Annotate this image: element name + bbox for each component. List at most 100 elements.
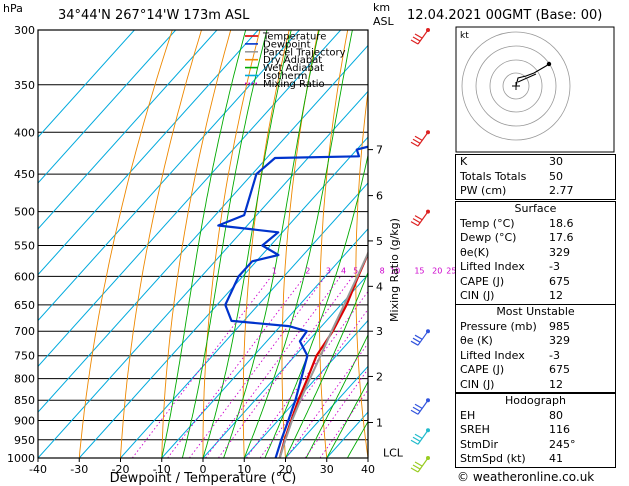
hodograph-table-title: Hodograph	[505, 394, 566, 407]
isotherm-line	[38, 30, 218, 230]
hodograph-trace	[515, 63, 550, 87]
hodograph-ring	[461, 31, 571, 141]
mixing-ratio-label: 2	[305, 266, 310, 275]
wind-barb-shaft	[417, 429, 429, 445]
x-axis-label: Dewpoint / Temperature (°C)	[110, 471, 297, 486]
mu-row: CAPE (J) 675	[460, 363, 570, 376]
isotherm-line	[243, 319, 368, 458]
mixing-ratio-label: 1	[272, 266, 277, 275]
km-tick-label: 3	[376, 325, 383, 338]
isotherm-line	[38, 30, 300, 322]
pressure-tick-label: 650	[14, 299, 35, 312]
wind-barb-flag	[414, 215, 423, 221]
wet-adiabat-line	[223, 30, 320, 458]
mixing-ratio-label: 20	[432, 266, 442, 275]
y-axis-label: Mixing Ratio (g/kg)	[388, 218, 401, 322]
wind-barb-flag	[412, 436, 421, 442]
isotherm-line	[285, 365, 368, 458]
temperature-tick-label: 30	[320, 463, 334, 476]
surface-row: Temp (°C) 18.6	[460, 216, 574, 230]
index-row-k: K 30	[460, 155, 563, 168]
plot-frame	[37, 29, 369, 459]
wet-adiabat-line	[181, 30, 268, 458]
mu-row: θe (K) 329	[460, 334, 570, 347]
hodograph: kt	[455, 26, 615, 153]
pressure-tick-label: 450	[14, 168, 35, 181]
index-row-totals: Totals Totals 50	[460, 169, 563, 183]
mixing-ratio-label: 10	[390, 266, 400, 275]
dry-adiabat-line	[78, 30, 173, 458]
wet-adiabat-line	[243, 30, 353, 458]
mixing-ratio-label: 15	[414, 266, 424, 275]
hodograph-ring	[489, 59, 543, 113]
wind-barb-flag	[412, 337, 421, 343]
surface-row: CIN (J) 12	[460, 289, 563, 302]
wind-barb-flag	[410, 221, 419, 227]
wet-adiabat-line	[202, 30, 292, 458]
pressure-tick-label: 850	[14, 394, 35, 407]
dry-adiabat-line	[161, 30, 232, 458]
dry-adiabat-line	[355, 87, 368, 458]
wind-barb-flag	[412, 218, 421, 224]
pressure-tick-label: 300	[14, 24, 35, 37]
temperature-tick-label: 20	[279, 463, 293, 476]
isotherm-line	[38, 30, 259, 276]
surface-row: CAPE (J) 675	[460, 274, 570, 288]
pressure-tick-label: 550	[14, 239, 35, 252]
pressure-tick-label: 900	[14, 415, 35, 428]
mu-row: Lifted Index -3	[460, 348, 560, 362]
surface-title: Surface	[514, 202, 557, 215]
wind-barb-shaft	[417, 399, 429, 415]
wind-barb-flag	[414, 461, 423, 467]
km-tick-label: 7	[376, 144, 383, 157]
mixing-ratio-label: 8	[380, 266, 385, 275]
wind-barb-flag	[414, 135, 423, 141]
temperature-tick-label: -10	[153, 463, 171, 476]
surface-table: Surface Temp (°C) 18.6 Dewp (°C) 17.6 θe(K…	[455, 201, 616, 305]
wind-barb-flag	[410, 467, 419, 473]
mu-row: Pressure (mb) 985	[460, 319, 570, 333]
hodo-row: EH 80	[460, 408, 563, 422]
legend-entry: Mixing Ratio	[263, 79, 325, 90]
mixing-ratio-line	[167, 276, 306, 458]
background-lines	[38, 30, 368, 458]
hodograph-ring	[475, 45, 557, 127]
temperature-tick-label: 10	[237, 463, 251, 476]
isotherm-line	[38, 30, 177, 184]
pressure-tick-label: 350	[14, 79, 35, 92]
isotherm-line	[161, 228, 368, 458]
index-row-pw: PW (cm) 2.77	[460, 184, 574, 197]
wind-barb-shaft	[417, 330, 429, 346]
wind-barb-flag	[412, 138, 421, 144]
wind-barb-flag	[412, 36, 421, 42]
wind-barb-flag	[412, 464, 421, 470]
hodograph-table: Hodograph EH 80 SREH 116 StmDir 245° StmSpd…	[455, 393, 616, 468]
wind-barb-flag	[410, 439, 419, 445]
mu-row: CIN (J) 12	[460, 377, 563, 391]
surface-row: Dewp (°C) 17.6	[460, 231, 574, 244]
km-tick-label: 1	[376, 417, 383, 430]
parcel-trajectory-line	[278, 250, 368, 458]
wind-barb-flag	[410, 409, 419, 415]
most-unstable-title: Most Unstable	[496, 305, 575, 318]
isotherm-line	[38, 30, 135, 138]
profile-curves	[217, 145, 368, 458]
mixing-ratio-label: 3	[326, 266, 331, 275]
surface-row: θe(K) 329	[460, 245, 570, 259]
mixing-ratio-label: 4	[341, 266, 346, 275]
legend-entry: Dewpoint	[263, 39, 311, 50]
temperature-tick-label: 0	[200, 463, 207, 476]
hodograph-ring	[502, 72, 530, 100]
wind-barb-flag	[410, 141, 419, 147]
mixing-ratio-line	[285, 342, 368, 458]
hodo-row: SREH 116	[460, 423, 570, 436]
hodograph-end-dot	[546, 61, 552, 67]
isotherm-line	[202, 273, 368, 458]
hodo-row: StmSpd (kt) 41	[460, 452, 563, 465]
wind-barb-flag	[410, 340, 419, 346]
pressure-tick-label: 1000	[7, 452, 35, 465]
datetime-title: 12.04.2021 00GMT (Base: 00)	[407, 8, 603, 23]
wind-barb-shaft	[417, 457, 429, 473]
pressure-tick-label: 950	[14, 434, 35, 447]
